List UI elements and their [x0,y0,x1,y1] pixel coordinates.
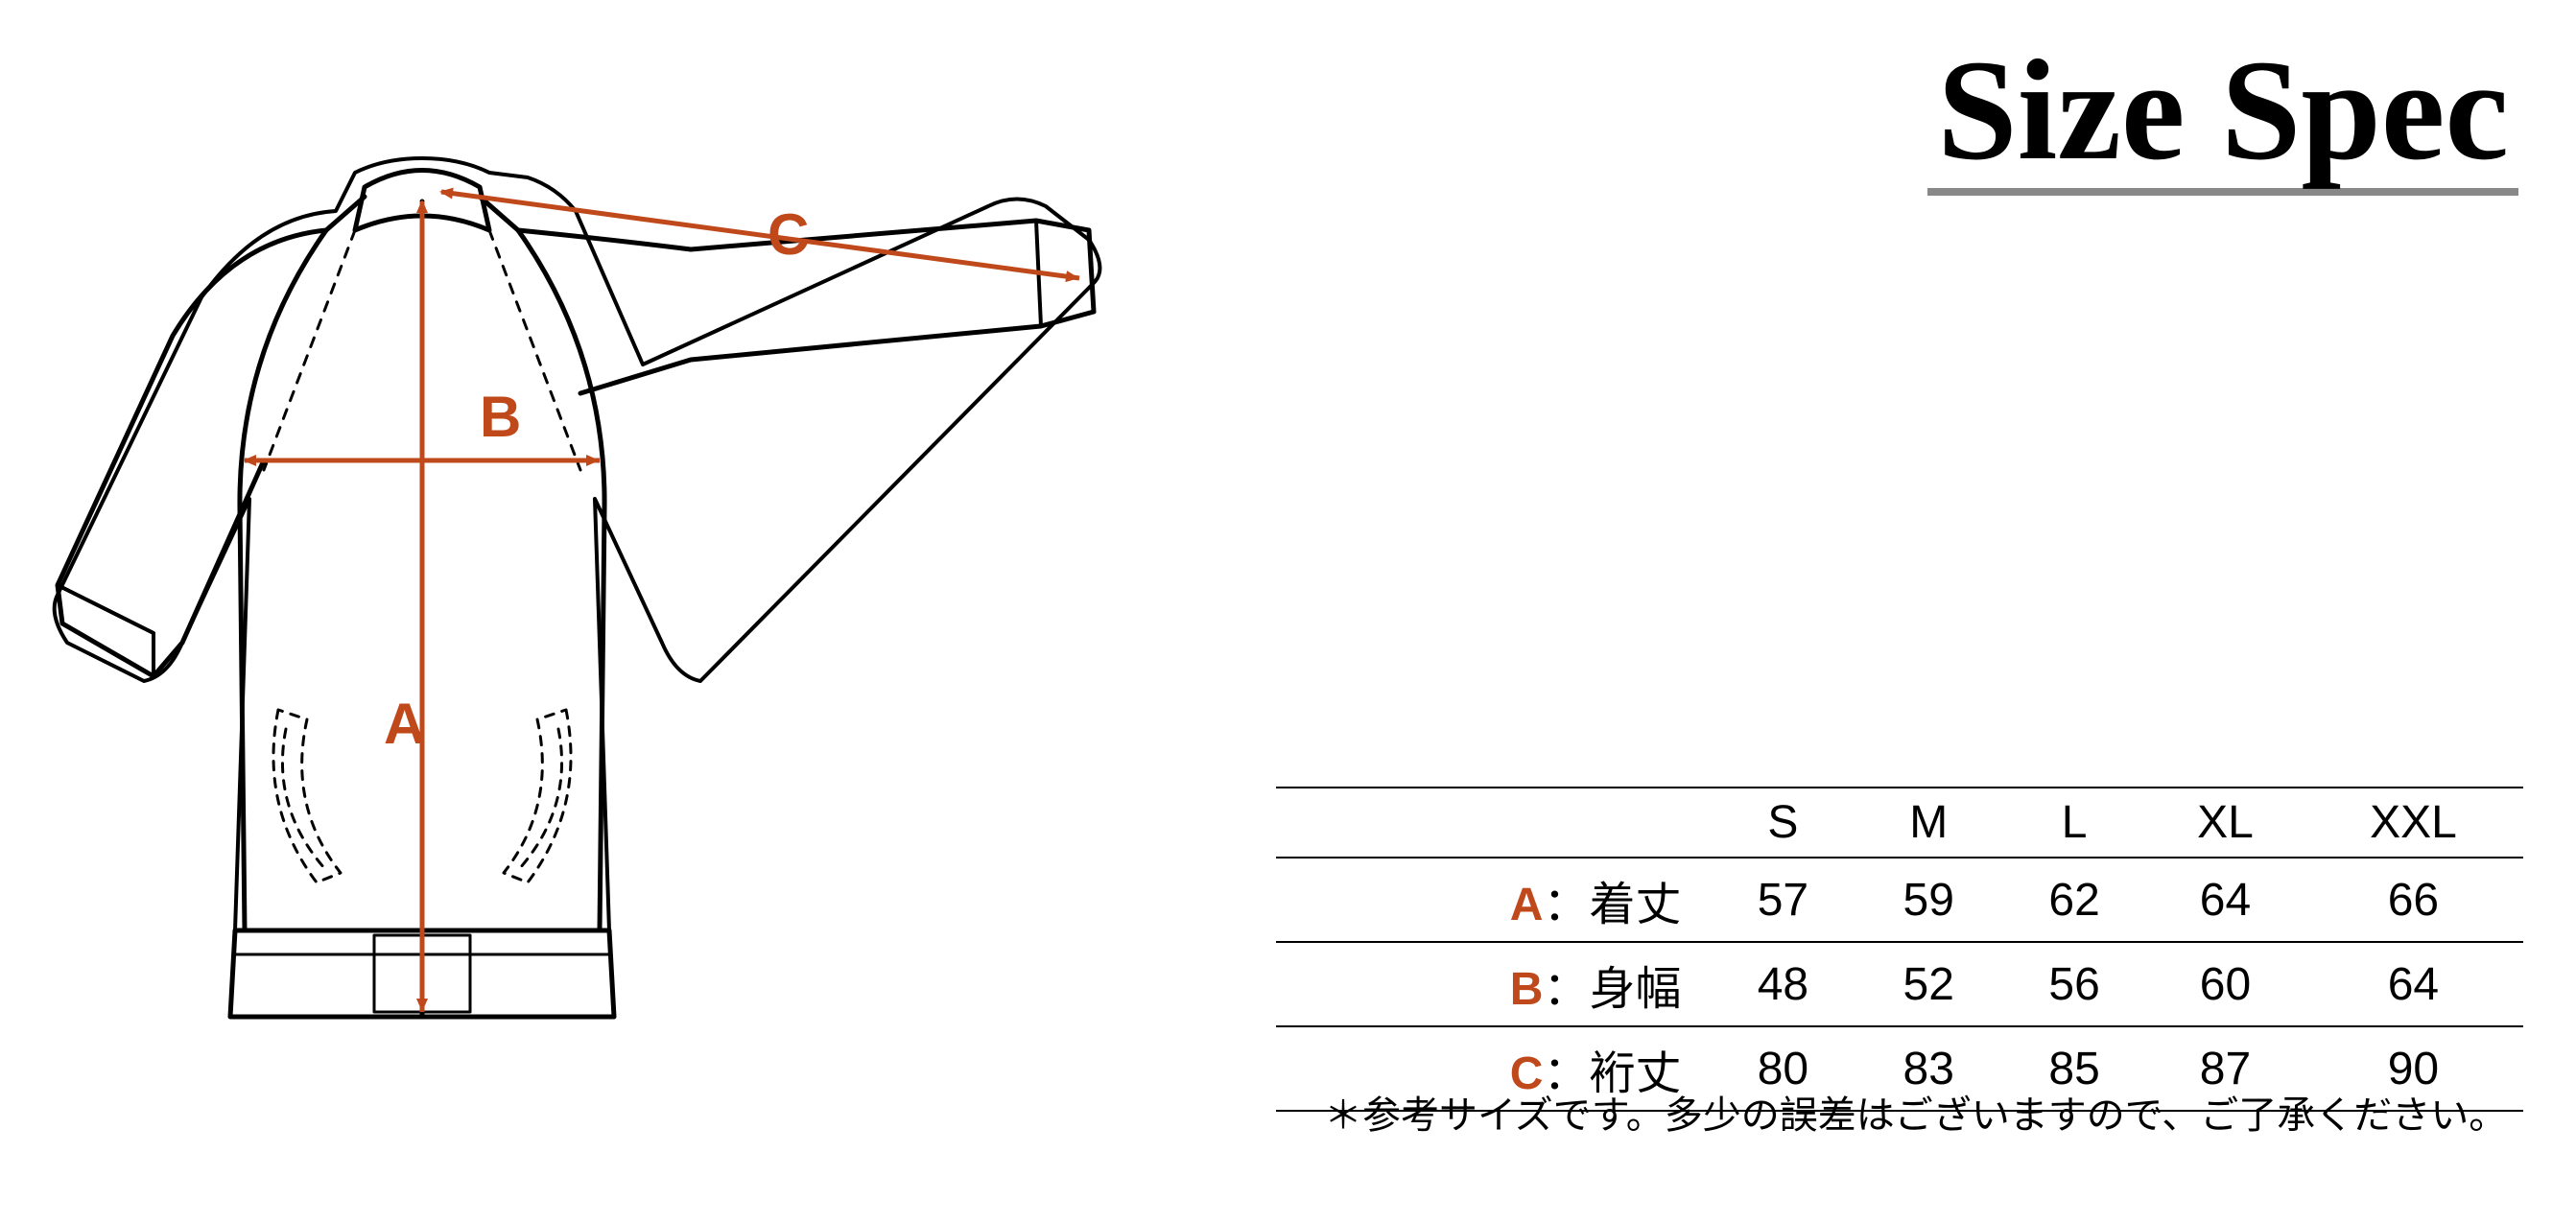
row-a-key: A [1510,880,1544,930]
col-s: S [1710,788,1855,858]
row-a-label: A：着丈 [1276,858,1710,942]
row-b-name: 身幅 [1589,964,1681,1015]
footnote: ＊参考サイズです。多少の誤差はございますので、ご了承ください。 [1324,1084,2533,1140]
col-l: L [2001,788,2147,858]
size-table-row-b: B：身幅 48 52 56 60 64 [1276,942,2523,1026]
row-a-name: 着丈 [1589,880,1681,930]
cell-a-s: 57 [1710,858,1855,942]
cell-b-xxl: 64 [2304,942,2523,1026]
col-xxl: XXL [2304,788,2523,858]
cell-b-s: 48 [1710,942,1855,1026]
size-table-wrap: S M L XL XXL A：着丈 57 59 62 64 66 B：身幅 [1276,787,2523,1112]
row-b-sep: ： [1543,964,1589,1015]
cell-b-xl: 60 [2147,942,2304,1026]
jacket-diagram [38,144,1190,1103]
size-table-row-a: A：着丈 57 59 62 64 66 [1276,858,2523,942]
row-b-label: B：身幅 [1276,942,1710,1026]
col-m: M [1855,788,2001,858]
dim-label-a: A [384,691,425,757]
cell-a-m: 59 [1855,858,2001,942]
dim-label-b: B [480,384,521,450]
page-title: Size Spec [1927,38,2518,196]
row-b-key: B [1510,964,1544,1015]
size-table: S M L XL XXL A：着丈 57 59 62 64 66 B：身幅 [1276,787,2523,1112]
cell-a-l: 62 [2001,858,2147,942]
row-a-sep: ： [1543,880,1589,930]
cell-a-xxl: 66 [2304,858,2523,942]
cell-b-l: 56 [2001,942,2147,1026]
cell-b-m: 52 [1855,942,2001,1026]
size-table-corner [1276,788,1710,858]
col-xl: XL [2147,788,2304,858]
cell-a-xl: 64 [2147,858,2304,942]
size-spec-canvas: Size Spec [0,0,2576,1223]
size-table-header-row: S M L XL XXL [1276,788,2523,858]
dim-label-c: C [768,201,809,268]
